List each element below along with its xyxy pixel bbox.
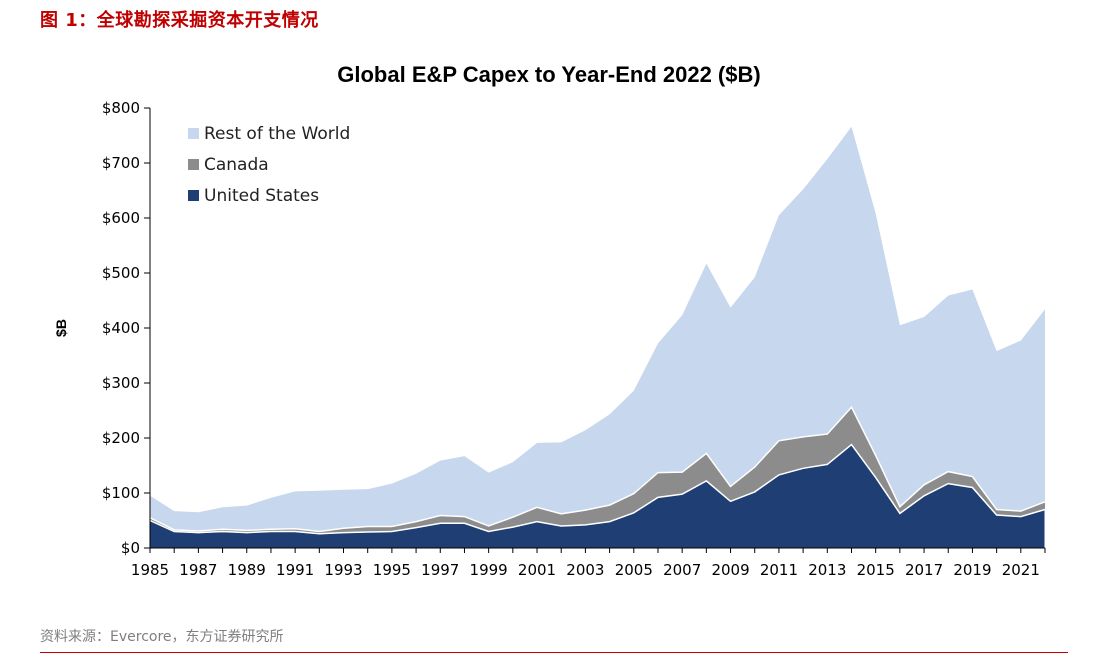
x-tick-label: 1991: [276, 561, 314, 579]
x-tick-label: 2015: [857, 561, 895, 579]
legend: Rest of the World Canada United States: [188, 124, 350, 206]
legend-swatch-rest-of-the-world: [188, 128, 199, 139]
x-tick-label: 1997: [421, 561, 459, 579]
y-tick-label: $700: [102, 154, 140, 172]
x-tick-label: 2011: [760, 561, 798, 579]
legend-swatch-united-states: [188, 190, 199, 201]
x-tick-label: 2005: [615, 561, 653, 579]
x-tick-label: 2007: [663, 561, 701, 579]
y-tick-label: $100: [102, 484, 140, 502]
bottom-rule: [40, 652, 1068, 653]
area-canada: [150, 407, 1045, 534]
y-tick-label: $300: [102, 374, 140, 392]
x-tick-label: 2003: [566, 561, 604, 579]
x-tick-label: 2009: [711, 561, 749, 579]
chart-title: Global E&P Capex to Year-End 2022 ($B): [337, 62, 760, 87]
series-edge-line: [149, 443, 1046, 535]
series-edge-line: [149, 405, 1046, 533]
x-tick-label: 2017: [905, 561, 943, 579]
legend-swatch-canada: [188, 159, 199, 170]
source-note: 资料来源：Evercore，东方证券研究所: [40, 629, 284, 645]
x-tick-label: 1985: [131, 561, 169, 579]
legend-label-canada: Canada: [204, 155, 269, 175]
x-tick-label: 1987: [179, 561, 217, 579]
figure-caption: 图 1：全球勘探采掘资本开支情况: [40, 10, 319, 31]
area-rest-of-the-world: [150, 126, 1045, 532]
x-tick-label: 2001: [518, 561, 556, 579]
x-tick-label: 1999: [470, 561, 508, 579]
x-tick-label: 1993: [324, 561, 362, 579]
y-tick-label: $400: [102, 319, 140, 337]
y-axis-label: $B: [53, 319, 69, 337]
x-tick-label: 2021: [1002, 561, 1040, 579]
y-tick-label: $0: [121, 539, 140, 557]
stacked-area-chart: Global E&P Capex to Year-End 2022 ($B) $…: [53, 62, 1046, 579]
y-tick-label: $200: [102, 429, 140, 447]
area-series-group: [149, 126, 1046, 549]
y-tick-label: $600: [102, 209, 140, 227]
x-tick-label: 2019: [953, 561, 991, 579]
x-tick-label: 1995: [373, 561, 411, 579]
x-axis-ticks: 1985 1987 1989 1991 1993 1995 1997 1999 2001 2003…: [131, 548, 1046, 579]
legend-label-united-states: United States: [204, 186, 319, 206]
y-tick-label: $800: [102, 99, 140, 117]
y-tick-label: $500: [102, 264, 140, 282]
y-axis-ticks: $0 $100 $200 $300 $400 $500 $600 $700 $800: [102, 99, 150, 557]
x-tick-label: 2013: [808, 561, 846, 579]
legend-label-rest-of-the-world: Rest of the World: [204, 124, 350, 144]
x-tick-label: 1989: [228, 561, 266, 579]
